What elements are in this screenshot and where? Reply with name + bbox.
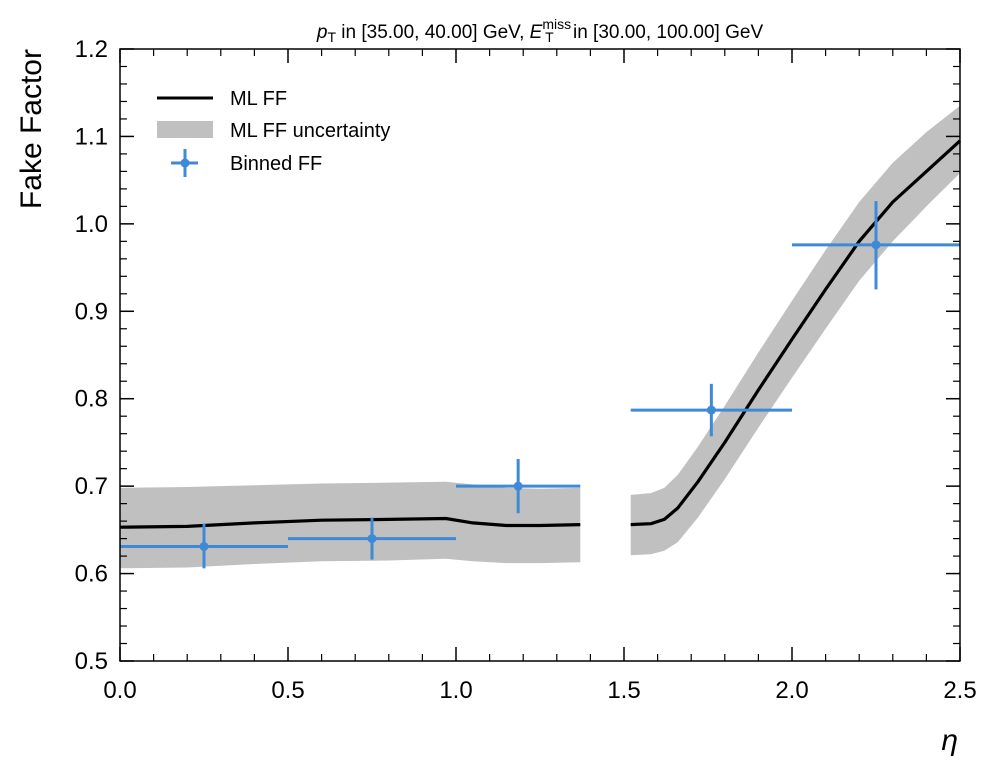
uncertainty-band-layer <box>120 105 960 569</box>
chart-title: pT in [35.00, 40.00] GeV, Emiss T in [30.… <box>316 16 764 45</box>
uncertainty-band-segment-1 <box>630 105 960 556</box>
binned-ff-point-4 <box>792 201 960 290</box>
x-tick-labels: 0.0 0.5 1.0 1.5 2.0 2.5 <box>103 677 976 704</box>
title-pt-sub: T <box>327 29 336 45</box>
binned-ff-point-2 <box>456 459 581 514</box>
x-tick-label: 2.0 <box>775 677 808 704</box>
ml-ff-line-segment-0 <box>119 516 581 529</box>
y-tick-label: 0.7 <box>75 473 108 500</box>
ml-ff-line-layer <box>119 139 962 529</box>
binned-ff-point-3 <box>630 383 792 437</box>
binned-ff-marker <box>199 541 209 551</box>
legend-label-binned-ff: Binned FF <box>230 153 322 175</box>
title-et-sup: miss <box>542 16 571 32</box>
binned-ff-point-0 <box>120 523 288 569</box>
y-tick-label: 0.5 <box>75 648 108 675</box>
y-axis-label: Fake Factor <box>15 49 48 209</box>
title-et-range: in [30.00, 100.00] GeV <box>568 22 764 43</box>
legend-label-ml-ff-uncertainty: ML FF uncertainty <box>230 120 390 142</box>
ml-ff-line-segment-1 <box>630 139 962 527</box>
y-tick-label: 0.6 <box>75 561 108 588</box>
x-tick-label: 1.5 <box>607 677 640 704</box>
legend-band-swatch <box>157 121 213 138</box>
binned-ff-marker <box>513 481 523 491</box>
axis-ticks <box>119 48 961 662</box>
y-tick-label: 1.0 <box>75 211 108 238</box>
title-pt-range: in [35.00, 40.00] GeV, <box>336 22 530 43</box>
y-tick-label: 1.1 <box>75 123 108 150</box>
x-tick-label: 2.5 <box>943 677 976 704</box>
title-et-symbol: E <box>530 22 543 43</box>
plot-frame <box>119 48 961 662</box>
y-tick-label: 1.2 <box>75 36 108 63</box>
y-tick-label: 0.8 <box>75 386 108 413</box>
x-tick-label: 0.5 <box>271 677 304 704</box>
x-tick-label: 1.0 <box>439 677 472 704</box>
binned-ff-point-1 <box>288 517 456 560</box>
x-axis-label: η <box>941 724 958 757</box>
binned-ff-marker <box>871 240 881 250</box>
x-tick-label: 0.0 <box>103 677 136 704</box>
y-tick-labels: 0.5 0.6 0.7 0.8 0.9 1.0 1.1 1.2 <box>75 36 108 675</box>
title-et-sub: T <box>545 29 554 45</box>
legend-label-ml-ff: ML FF <box>230 88 287 110</box>
title-pt-symbol: p <box>316 22 328 43</box>
binned-ff-marker <box>706 405 716 415</box>
y-tick-label: 0.9 <box>75 298 108 325</box>
legend-marker <box>180 158 190 168</box>
binned-ff-layer <box>120 201 960 569</box>
binned-ff-marker <box>367 534 377 544</box>
legend: ML FF ML FF uncertainty Binned FF <box>157 88 390 177</box>
